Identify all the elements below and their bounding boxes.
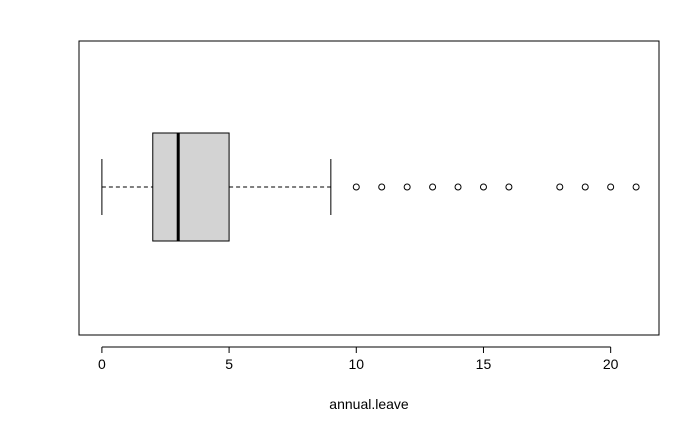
outlier-point — [581, 183, 589, 191]
outlier-point — [479, 183, 487, 191]
outlier-point — [429, 183, 437, 191]
outlier-point — [352, 183, 360, 191]
outlier-point — [607, 183, 615, 191]
outlier-point — [505, 183, 513, 191]
boxplot — [101, 132, 640, 242]
x-axis-title: annual.leave — [329, 396, 409, 412]
outlier-point — [632, 183, 640, 191]
x-ticks: 0 5 10 15 20 — [98, 347, 619, 372]
outlier-point — [556, 183, 564, 191]
outlier-point — [378, 183, 386, 191]
x-axis: 0 5 10 15 20 — [98, 346, 619, 372]
outlier-point — [454, 183, 462, 191]
x-tick-label: 10 — [348, 356, 364, 372]
x-tick-label: 15 — [476, 356, 492, 372]
x-tick-label: 5 — [225, 356, 233, 372]
iqr-box — [152, 132, 230, 242]
plot-frame — [78, 40, 660, 336]
outlier-point — [403, 183, 411, 191]
x-tick-label: 20 — [603, 356, 619, 372]
x-tick-label: 0 — [98, 356, 106, 372]
